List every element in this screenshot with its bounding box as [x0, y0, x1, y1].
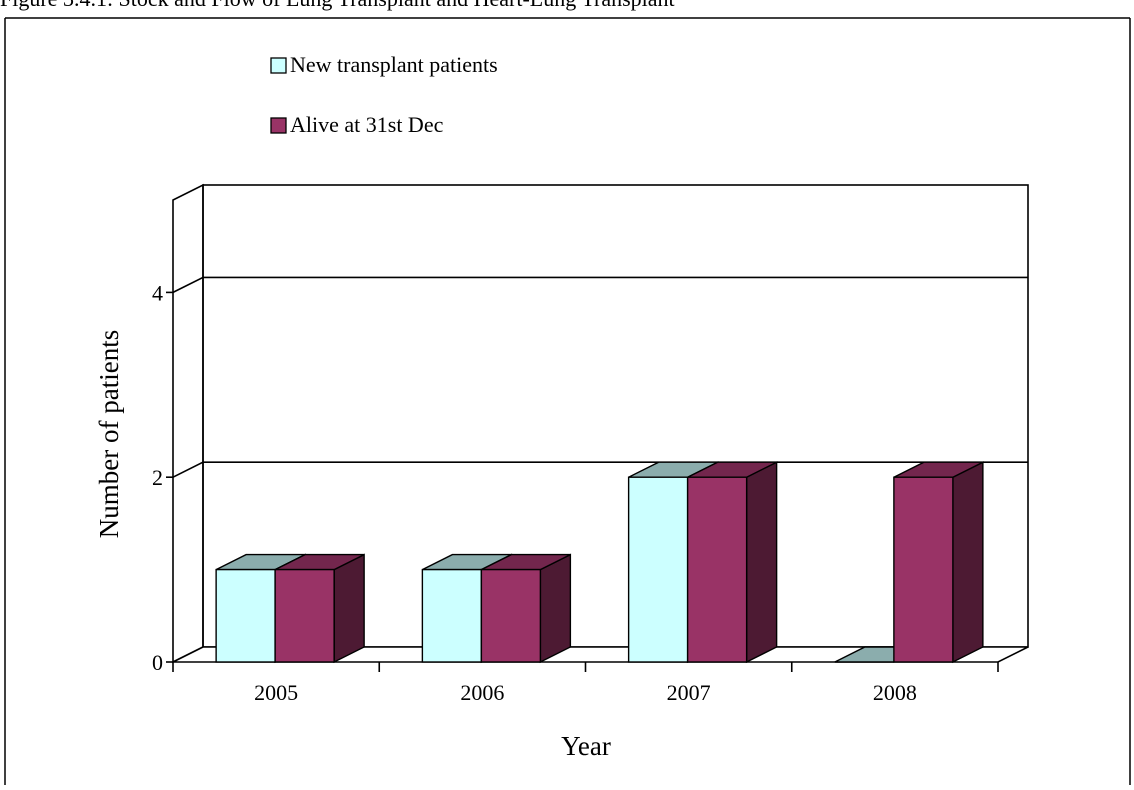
- x-tick-label: 2008: [873, 680, 917, 705]
- left-wall: [172, 183, 204, 664]
- bar-2007-new-transplant: [627, 476, 689, 663]
- x-axis-label: Year: [561, 731, 611, 761]
- legend-label-new-transplant: New transplant patients: [290, 52, 498, 77]
- bar-2006-new-transplant: [421, 568, 483, 663]
- legend-label-alive: Alive at 31st Dec: [290, 112, 444, 137]
- bar-2005-new-transplant: [215, 568, 276, 663]
- legend-swatch-alive: [270, 117, 287, 134]
- bar-2006-alive: [480, 568, 542, 663]
- bar-2005-alive: [274, 568, 335, 663]
- bar-2007-alive-side: [745, 461, 778, 664]
- bar-2005-alive-side: [333, 553, 365, 664]
- plot-area: 0 2 4 2005 2006 2007 2008: [152, 183, 1029, 705]
- y-tick-label: 4: [152, 280, 163, 305]
- outer-border: [4, 17, 1131, 785]
- x-tick-label: 2006: [460, 680, 504, 705]
- gridline: [172, 276, 1028, 294]
- bar-2006-alive-side: [539, 553, 572, 664]
- x-tick-label: 2007: [667, 680, 711, 705]
- bar-2008-alive: [893, 476, 954, 663]
- legend-swatch-new-transplant: [270, 57, 287, 74]
- bar-2007-alive: [686, 476, 748, 663]
- x-tick-label: 2005: [254, 680, 298, 705]
- y-axis-label: Number of patients: [94, 330, 124, 538]
- bar-2008-alive-side: [952, 461, 984, 664]
- legend: New transplant patients Alive at 31st De…: [270, 52, 498, 137]
- figure-caption: Figure 3.4.1: Stock and Flow of Lung Tra…: [0, 0, 675, 11]
- y-tick-label: 2: [152, 465, 163, 490]
- y-tick-label: 0: [152, 650, 163, 675]
